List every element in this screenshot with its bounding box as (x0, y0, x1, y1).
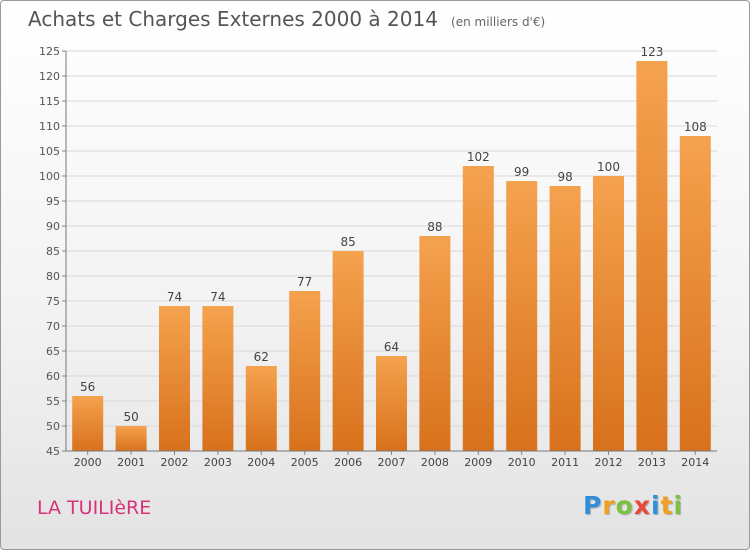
logo-letter: x (633, 491, 651, 520)
x-tick-label-2014: 2014 (681, 456, 709, 469)
y-tick-label: 125 (39, 45, 60, 58)
y-tick-label: 80 (46, 270, 60, 283)
bar-2007 (376, 356, 407, 451)
data-label-2002: 74 (167, 290, 182, 304)
logo-letter: r (602, 491, 616, 520)
bar-2013 (636, 61, 668, 451)
logo-letter: t (660, 491, 674, 520)
y-tick-label: 65 (46, 345, 60, 358)
bar-2001 (115, 426, 147, 451)
logo-letter: o (615, 491, 634, 520)
y-tick-label: 60 (46, 370, 60, 383)
y-axis-ticks: 45 50 55 60 65 70 75 80 85 90 95 100 105 110 115 120 125 (39, 45, 66, 458)
data-label-2011: 98 (557, 170, 572, 184)
y-tick-label: 105 (39, 145, 60, 158)
x-tick-label-2007: 2007 (378, 456, 406, 469)
bar-2008 (419, 236, 451, 451)
y-tick-label: 95 (46, 195, 60, 208)
x-tick-label-2006: 2006 (334, 456, 362, 469)
x-tick-label-2005: 2005 (291, 456, 319, 469)
y-tick-label: 100 (39, 170, 60, 183)
data-label-2000: 56 (80, 380, 95, 394)
bar-2014 (679, 136, 711, 451)
data-label-2005: 77 (297, 275, 312, 289)
x-tick-label-2011: 2011 (551, 456, 579, 469)
y-tick-label: 55 (46, 395, 60, 408)
unit-note: (en milliers d'€) (451, 15, 546, 29)
logo-letter: i (651, 491, 661, 520)
x-tick-label-2003: 2003 (204, 456, 232, 469)
chart-title: Achats et Charges Externes 2000 à 2014 (28, 7, 438, 31)
y-tick-label: 90 (46, 220, 60, 233)
y-tick-label: 85 (46, 245, 60, 258)
x-tick-label-2000: 2000 (74, 456, 102, 469)
y-tick-label: 75 (46, 295, 60, 308)
y-tick-label: 45 (46, 445, 60, 458)
bar-2003 (202, 306, 234, 451)
x-tick-label-2009: 2009 (464, 456, 492, 469)
x-tick-label-2013: 2013 (638, 456, 666, 469)
logo-letter: i (673, 491, 684, 520)
data-label-2007: 64 (384, 340, 399, 354)
x-tick-label-2012: 2012 (595, 456, 623, 469)
axes (65, 51, 717, 452)
logo-letter: P (583, 491, 603, 520)
data-label-2014: 108 (684, 120, 707, 134)
data-label-2001: 50 (123, 410, 138, 424)
data-label-2009: 102 (467, 150, 490, 164)
x-tick-label-2002: 2002 (161, 456, 189, 469)
y-tick-label: 115 (39, 95, 60, 108)
bar-2005 (289, 291, 321, 451)
y-tick-label: 120 (39, 70, 60, 83)
bar-2009 (462, 166, 494, 451)
bar-2011 (549, 186, 581, 451)
bars (72, 61, 711, 451)
data-label-2006: 85 (340, 235, 355, 249)
x-tick-label-2001: 2001 (117, 456, 145, 469)
x-tick-label-2004: 2004 (247, 456, 275, 469)
x-tick-label-2010: 2010 (508, 456, 536, 469)
data-label-2003: 74 (210, 290, 225, 304)
data-label-2013: 123 (640, 45, 663, 59)
y-tick-label: 50 (46, 420, 60, 433)
bar-2010 (506, 181, 538, 451)
title-row: Achats et Charges Externes 2000 à 2014 (… (28, 7, 545, 31)
bar-2000 (72, 396, 104, 451)
y-tick-label: 110 (39, 120, 60, 133)
bar-2002 (159, 306, 190, 451)
data-label-2008: 88 (427, 220, 442, 234)
data-label-2004: 62 (254, 350, 269, 364)
bar-2012 (593, 176, 624, 451)
data-label-2012: 100 (597, 160, 620, 174)
x-tick-label-2008: 2008 (421, 456, 449, 469)
data-labels: 56 50 74 74 62 77 85 64 88 102 99 98 100 123 108 (80, 45, 707, 424)
bar-2006 (332, 251, 364, 451)
place-name: LA TUILIèRE (37, 497, 152, 519)
data-label-2010: 99 (514, 165, 529, 179)
x-axis-ticks: 2000 2001 2002 2003 2004 2005 2006 2007 2008 2009… (74, 451, 709, 469)
bar-2004 (245, 366, 277, 451)
proxiti-logo: Proxiti (583, 491, 683, 520)
y-tick-label: 70 (46, 320, 60, 333)
